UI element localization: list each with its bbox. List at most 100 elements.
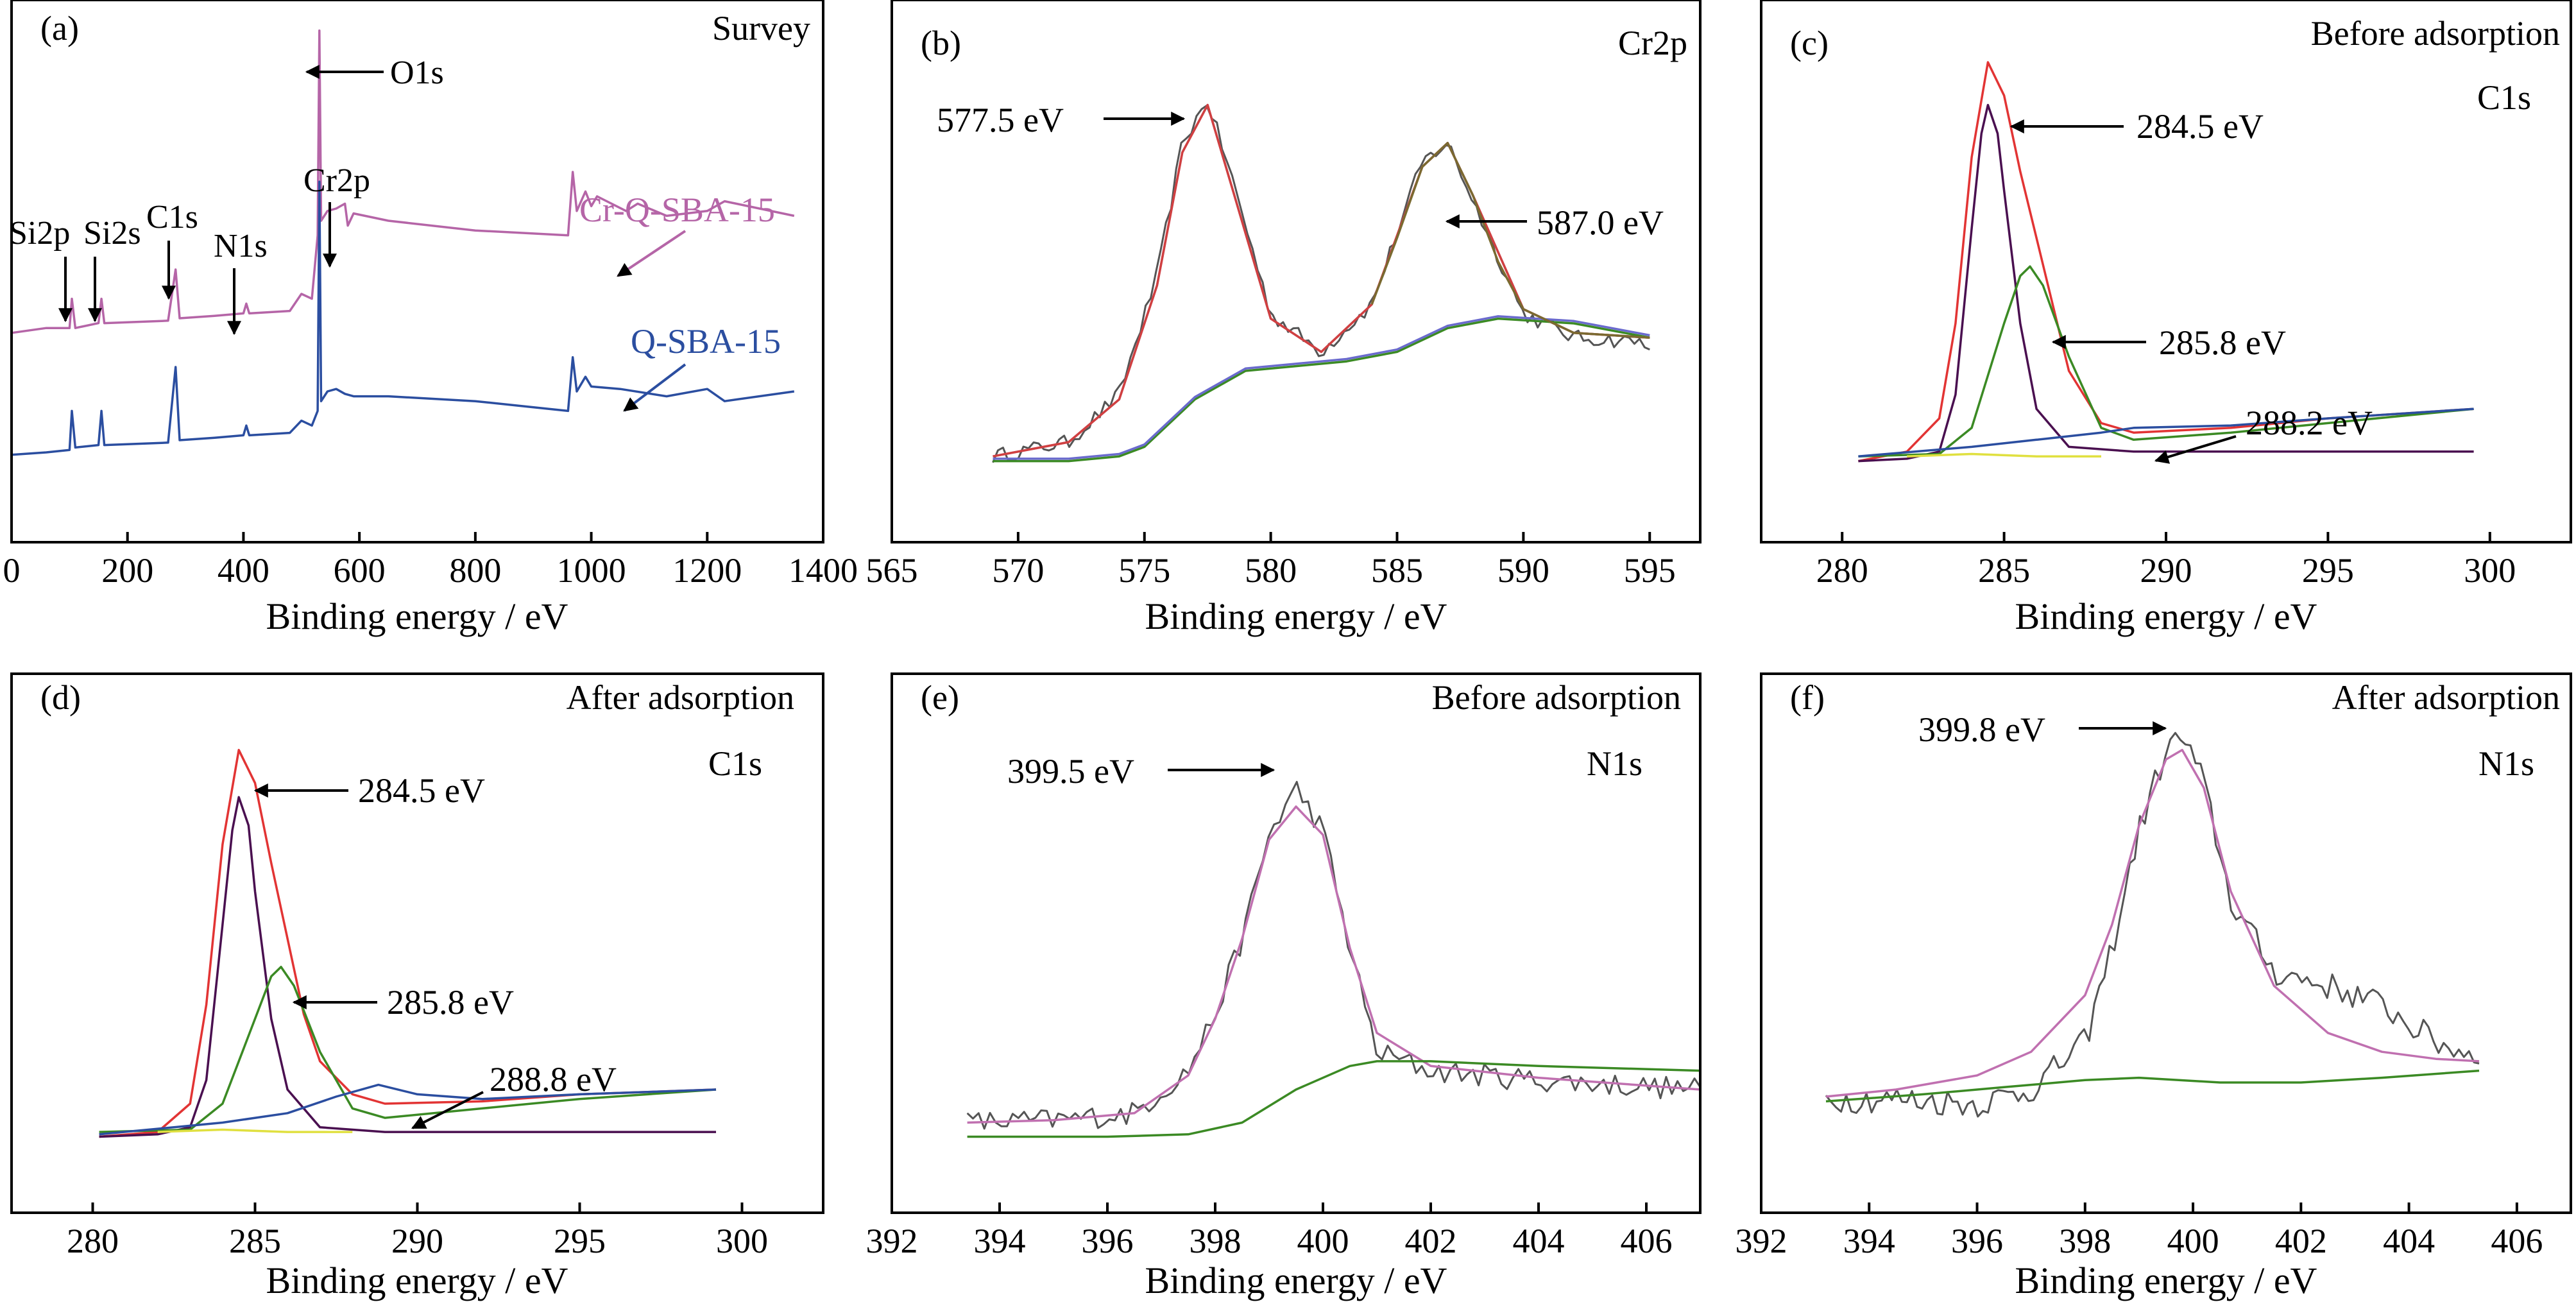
panel-d-xtick-label: 295 (554, 1222, 606, 1260)
panel-c-xtick-label: 285 (1978, 551, 2030, 590)
panel-f-subtitle: N1s (2478, 744, 2534, 783)
panel-c: 280 285 290 295 300 (c) Before adsorption C1… (1760, 0, 2572, 637)
panel-c-xtick-label: 290 (2140, 551, 2192, 590)
arrow-288-8 (411, 1091, 484, 1129)
panel-f-xlabel: Binding energy / eV (2015, 1260, 2317, 1301)
panel-d-series-0-line (99, 749, 717, 1138)
panel-d-series-2-line (99, 966, 717, 1133)
panel-b-xticks: 565 570 575 580 585 590 595 (866, 532, 1676, 590)
panel-d-label: (d) (40, 678, 81, 717)
panel-b: 565 570 575 580 585 590 595 (b) Cr2p Binding e… (866, 0, 1702, 637)
panel-e: 392 394 396 398 400 402 404 406 (e) Before adso… (866, 672, 1702, 1301)
panel-a: 0 200 400 600 800 1000 1200 1400 (a) Survey Bin… (3, 0, 858, 637)
q-sba-15-arrow (623, 363, 687, 412)
panel-d-title: After adsorption (567, 678, 794, 717)
panel-d-series-4-line (157, 1128, 353, 1133)
panel-b-series-5-line (1370, 142, 1650, 339)
panel-c-xtick-label: 280 (1816, 551, 1868, 590)
panel-c-series-3-line (1858, 407, 2474, 458)
panel-f-title: After adsorption (2332, 678, 2560, 717)
panel-e-label: (e) (921, 678, 959, 717)
panel-c-label: (c) (1790, 24, 1829, 62)
panel-a-xticks: 0 200 400 600 800 1000 1200 1400 (3, 532, 858, 590)
panel-a-series-0-line (11, 29, 795, 334)
panel-e-xtick-label: 406 (1621, 1222, 1673, 1260)
panel-a-xtick-label: 800 (449, 551, 501, 590)
annotation-577-5: 577.5 eV (937, 101, 1064, 139)
panel-b-series-0-line (992, 105, 1650, 463)
panel-f-xtick-label: 396 (1951, 1222, 2003, 1260)
panel-e-xtick-label: 404 (1513, 1222, 1565, 1260)
panel-d-xtick-label: 290 (391, 1222, 443, 1260)
panel-c-title: Before adsorption (2311, 14, 2560, 53)
panel-c-xtick-label: 300 (2464, 551, 2516, 590)
panel-e-frame (891, 672, 1702, 1214)
panel-a-xtick-label: 600 (334, 551, 386, 590)
annotation-399-5: 399.5 eV (1007, 752, 1134, 791)
label-q-sba-15: Q-SBA-15 (631, 322, 781, 361)
annotation-285-8: 285.8 eV (387, 983, 514, 1022)
annotation-285-8: 285.8 eV (2159, 323, 2286, 362)
panel-c-xticks: 280 285 290 295 300 (1816, 532, 2516, 590)
panel-d-xtick-label: 280 (67, 1222, 119, 1260)
panel-a-xlabel: Binding energy / eV (266, 595, 568, 637)
panel-c-series-2-line (1858, 265, 2474, 458)
panel-f-xtick-label: 398 (2059, 1222, 2111, 1260)
panel-e-series (966, 781, 1702, 1138)
panel-b-series (992, 103, 1650, 463)
arrow-288-2 (2154, 435, 2237, 464)
panel-e-xtick-label: 394 (974, 1222, 1026, 1260)
panel-b-series-2-line (993, 103, 1650, 458)
panel-d-series (99, 749, 717, 1138)
panel-c-xlabel: Binding energy / eV (2015, 595, 2317, 637)
label-cr-q-sba-15: Cr-Q-SBA-15 (579, 191, 775, 229)
panel-b-xlabel: Binding energy / eV (1145, 595, 1447, 637)
panel-e-xtick-label: 400 (1297, 1222, 1349, 1260)
panel-e-xtick-label: 392 (866, 1222, 918, 1260)
panel-b-xtick-label: 580 (1245, 551, 1297, 590)
panel-c-series-4-line (1907, 452, 2101, 458)
panel-f-series-0-line (1825, 732, 2480, 1118)
panel-b-xtick-label: 595 (1624, 551, 1676, 590)
panel-f-series-2-line (1825, 1069, 2480, 1103)
annotation-288-2: 288.2 eV (2246, 404, 2373, 442)
cr-q-sba-15-arrow (617, 230, 687, 277)
panel-b-title: Cr2p (1618, 24, 1687, 62)
panel-a-title: Survey (712, 9, 810, 47)
panel-f: 392 394 396 398 400 402 404 406 (f) After adsor… (1736, 672, 2572, 1301)
panel-a-frame (10, 0, 824, 543)
panel-d-xtick-label: 285 (229, 1222, 281, 1260)
panel-a-series-1-line (11, 180, 795, 456)
panel-b-series-4-line (993, 315, 1650, 460)
panel-a-xtick-label: 1000 (557, 551, 626, 590)
panel-f-xtick-label: 406 (2491, 1222, 2543, 1260)
panel-b-xtick-label: 565 (866, 551, 918, 590)
panel-d-xtick-label: 300 (716, 1222, 768, 1260)
panel-f-xtick-label: 400 (2167, 1222, 2219, 1260)
panel-c-series-1-line (1858, 103, 2474, 463)
annotation-288-8: 288.8 eV (490, 1060, 617, 1099)
annotation-cr2p: Cr2p (303, 162, 370, 199)
panel-e-series-0-line (966, 781, 1702, 1130)
annotation-399-8: 399.8 eV (1918, 710, 2045, 749)
panel-e-title: Before adsorption (1432, 678, 1681, 717)
annotation-o1s: O1s (390, 55, 444, 91)
panel-b-xtick-label: 575 (1118, 551, 1170, 590)
panel-b-xtick-label: 570 (992, 551, 1044, 590)
panel-e-xticks: 392 394 396 398 400 402 404 406 (866, 1202, 1673, 1260)
panel-d-series-3-line (99, 1083, 717, 1136)
panel-f-xticks: 392 394 396 398 400 402 404 406 (1736, 1202, 2543, 1260)
panel-e-xtick-label: 402 (1405, 1222, 1457, 1260)
annotation-c1s: C1s (146, 199, 198, 235)
panel-e-xtick-label: 396 (1082, 1222, 1134, 1260)
panel-f-frame (1760, 672, 2572, 1214)
panel-e-xlabel: Binding energy / eV (1145, 1260, 1447, 1301)
panel-c-series (1858, 61, 2474, 463)
panel-a-xtick-label: 1400 (789, 551, 858, 590)
annotation-si2s: Si2s (83, 215, 141, 252)
panel-b-label: (b) (921, 24, 961, 62)
panel-c-subtitle: C1s (2477, 78, 2531, 117)
panel-d-subtitle: C1s (708, 744, 762, 783)
annotation-n1s: N1s (214, 228, 268, 264)
panel-f-xtick-label: 402 (2275, 1222, 2327, 1260)
